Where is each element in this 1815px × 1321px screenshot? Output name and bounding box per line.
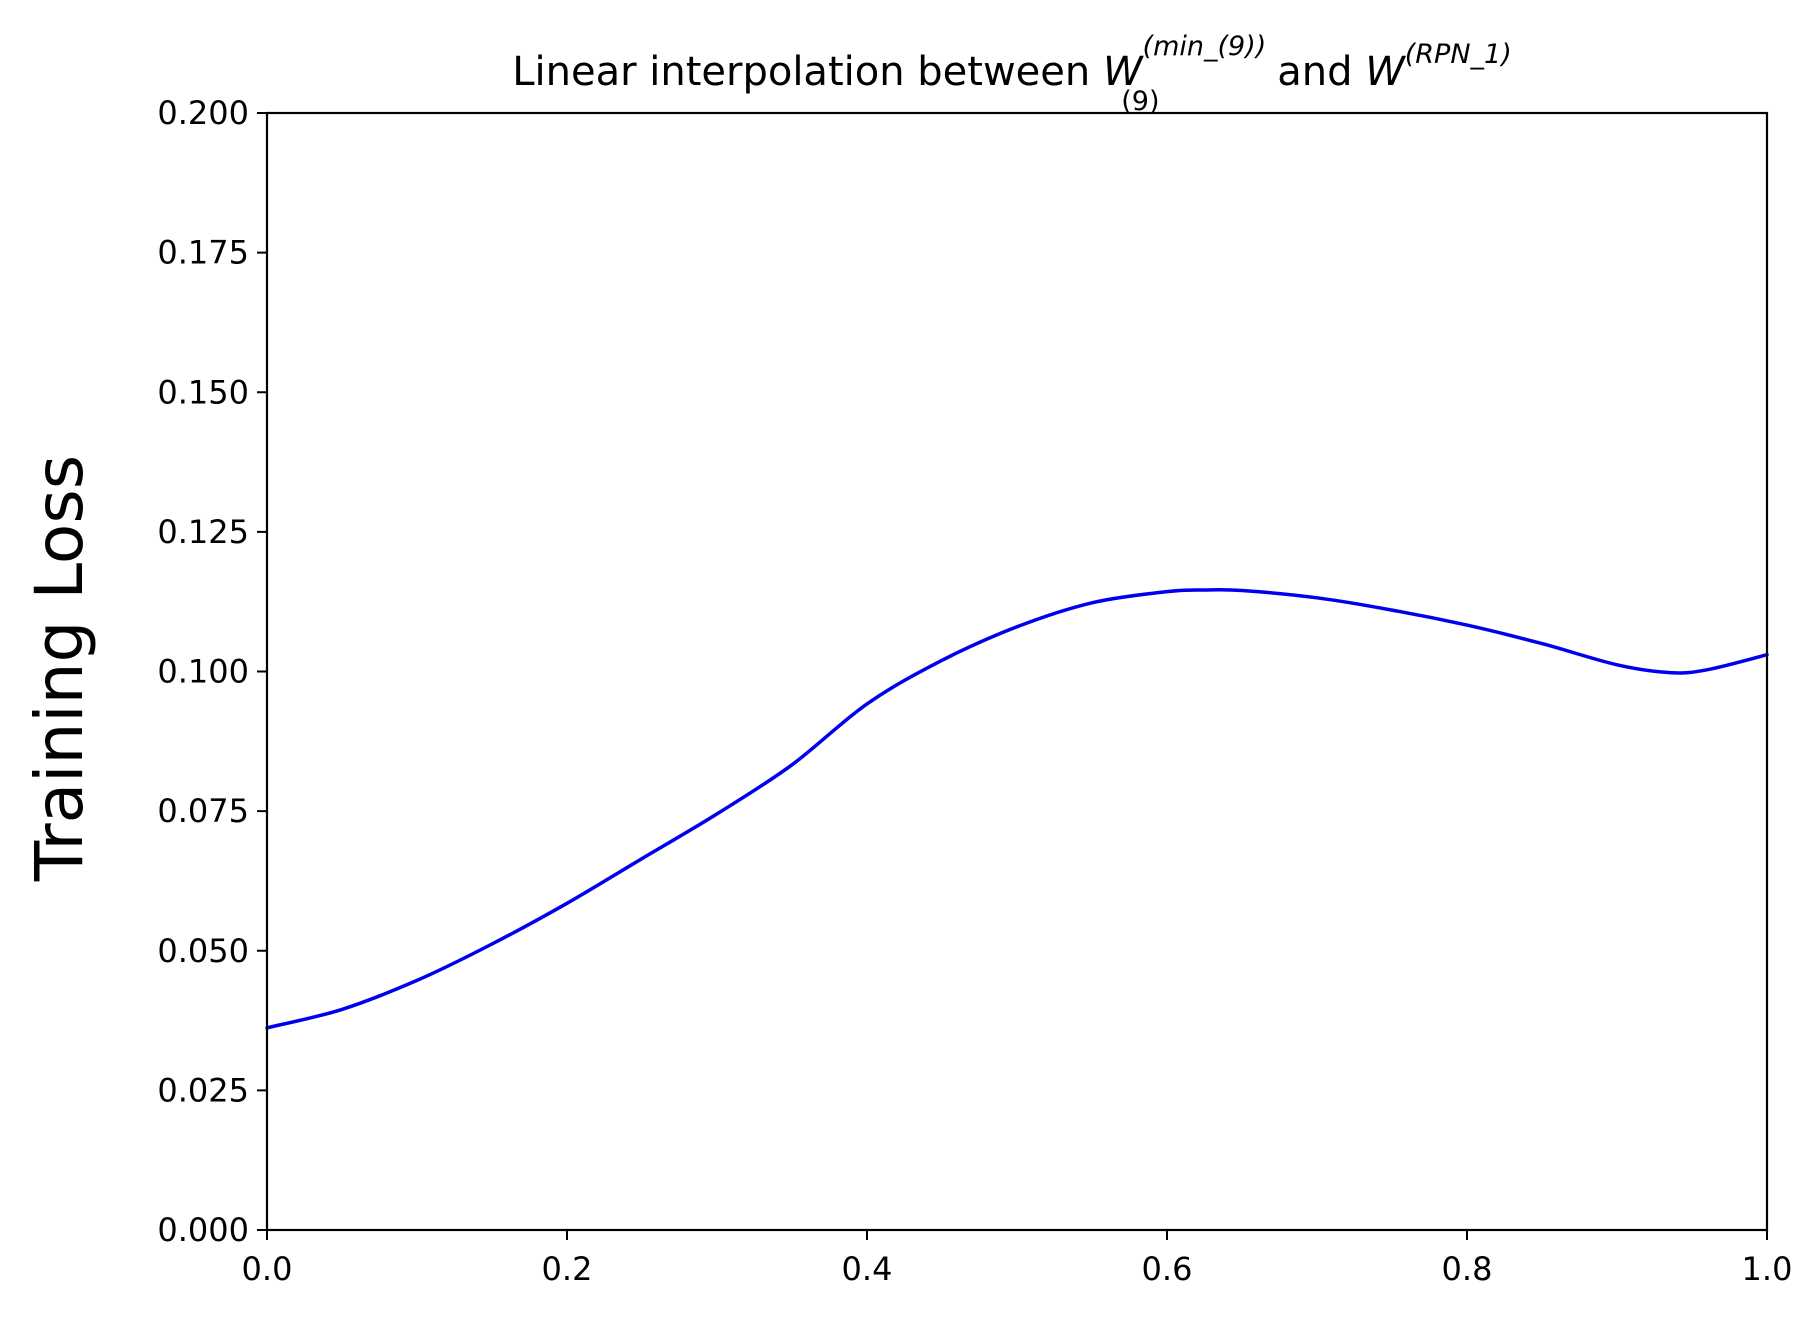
chart-title-prefix: Linear interpolation between (512, 49, 1103, 95)
x-axis: 0.0 0.2 0.4 0.6 0.8 1.0 (242, 1230, 1793, 1288)
x-tick-label: 0.4 (842, 1250, 893, 1288)
y-tick-label: 0.150 (157, 373, 249, 411)
chart-title-w2-superscript: (RPN_1) (1405, 39, 1512, 70)
y-tick-label: 0.200 (157, 94, 249, 132)
chart-title-w1-subscript: (9) (1121, 86, 1159, 117)
series-line (265, 587, 1769, 1030)
y-tick-label: 0.050 (157, 932, 249, 970)
x-tick-label: 0.2 (542, 1250, 593, 1288)
chart-title-connector: and (1265, 49, 1366, 95)
chart-title: Linear interpolation between W(min_(9))(… (512, 31, 1512, 117)
chart-title-w2-symbol: W (1365, 49, 1406, 95)
y-axis-label: Training Loss (21, 455, 98, 882)
x-tick-label: 0.0 (242, 1250, 293, 1288)
y-tick-label: 0.175 (157, 234, 249, 272)
x-tick-label: 1.0 (1742, 1250, 1793, 1288)
x-tick-label: 0.6 (1142, 1250, 1193, 1288)
y-tick-label: 0.125 (157, 513, 249, 551)
chart-title-w1-symbol: W (1103, 49, 1144, 95)
y-axis: 0.000 0.025 0.050 0.075 0.100 0.125 0.150 0.175… (157, 94, 267, 1249)
y-tick-label: 0.075 (157, 792, 249, 830)
y-tick-label: 0.100 (157, 653, 249, 691)
y-tick-label: 0.000 (157, 1211, 249, 1249)
chart-title-w1-superscript: (min_(9)) (1143, 31, 1267, 62)
y-tick-label: 0.025 (157, 1071, 249, 1109)
plot-frame (265, 111, 1769, 1232)
x-tick-label: 0.8 (1442, 1250, 1493, 1288)
